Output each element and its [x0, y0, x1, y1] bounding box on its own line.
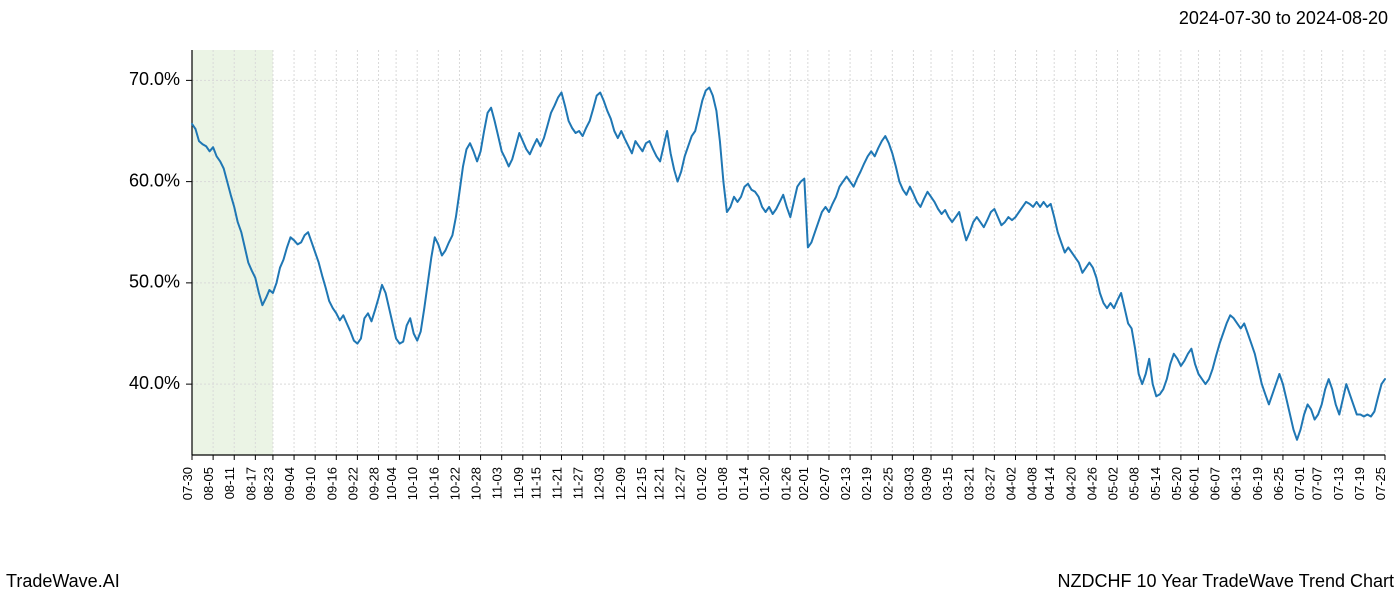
svg-text:06-13: 06-13: [1229, 467, 1244, 500]
svg-text:06-01: 06-01: [1186, 467, 1201, 500]
svg-text:01-14: 01-14: [736, 467, 751, 500]
svg-text:03-21: 03-21: [961, 467, 976, 500]
svg-text:02-07: 02-07: [817, 467, 832, 500]
svg-text:09-16: 09-16: [324, 467, 339, 500]
svg-text:06-25: 06-25: [1271, 467, 1286, 500]
svg-text:03-09: 03-09: [919, 467, 934, 500]
svg-text:06-07: 06-07: [1208, 467, 1223, 500]
svg-text:01-26: 01-26: [778, 467, 793, 500]
svg-text:12-27: 12-27: [673, 467, 688, 500]
footer-brand: TradeWave.AI: [6, 571, 120, 592]
svg-text:02-13: 02-13: [838, 467, 853, 500]
svg-text:08-23: 08-23: [261, 467, 276, 500]
svg-text:03-15: 03-15: [940, 467, 955, 500]
svg-text:40.0%: 40.0%: [129, 373, 180, 393]
svg-text:08-17: 08-17: [243, 467, 258, 500]
svg-text:12-03: 12-03: [592, 467, 607, 500]
svg-text:11-03: 11-03: [490, 467, 505, 499]
svg-text:11-09: 11-09: [511, 467, 526, 499]
svg-text:05-20: 05-20: [1169, 467, 1184, 500]
svg-text:60.0%: 60.0%: [129, 170, 180, 190]
svg-text:12-15: 12-15: [634, 467, 649, 500]
svg-text:10-28: 10-28: [469, 467, 484, 500]
svg-text:02-25: 02-25: [880, 467, 895, 500]
svg-text:01-20: 01-20: [757, 467, 772, 500]
svg-text:02-19: 02-19: [859, 467, 874, 500]
svg-text:07-30: 07-30: [180, 467, 195, 500]
svg-text:08-11: 08-11: [222, 467, 237, 499]
svg-text:05-02: 05-02: [1106, 467, 1121, 500]
svg-text:04-08: 04-08: [1025, 467, 1040, 500]
svg-text:12-09: 12-09: [613, 467, 628, 500]
svg-text:03-27: 03-27: [982, 467, 997, 500]
svg-text:10-04: 10-04: [384, 467, 399, 500]
svg-text:09-10: 09-10: [303, 467, 318, 500]
svg-text:07-01: 07-01: [1292, 467, 1307, 500]
svg-text:11-27: 11-27: [571, 467, 586, 499]
svg-text:01-08: 01-08: [715, 467, 730, 500]
svg-text:10-22: 10-22: [447, 467, 462, 500]
svg-text:07-19: 07-19: [1352, 467, 1367, 500]
svg-text:04-14: 04-14: [1042, 467, 1057, 500]
svg-text:07-07: 07-07: [1310, 467, 1325, 500]
svg-text:50.0%: 50.0%: [129, 272, 180, 292]
svg-text:02-01: 02-01: [796, 467, 811, 500]
svg-text:10-16: 10-16: [426, 467, 441, 500]
svg-text:05-14: 05-14: [1148, 467, 1163, 500]
svg-text:11-15: 11-15: [528, 467, 543, 499]
svg-text:09-04: 09-04: [282, 467, 297, 500]
svg-text:04-20: 04-20: [1063, 467, 1078, 500]
svg-text:06-19: 06-19: [1250, 467, 1265, 500]
svg-text:07-13: 07-13: [1331, 467, 1346, 500]
svg-text:01-02: 01-02: [694, 467, 709, 500]
svg-text:10-10: 10-10: [405, 467, 420, 500]
svg-text:03-03: 03-03: [901, 467, 916, 500]
date-range-label: 2024-07-30 to 2024-08-20: [1179, 8, 1388, 29]
footer-title: NZDCHF 10 Year TradeWave Trend Chart: [1058, 571, 1394, 592]
svg-text:05-08: 05-08: [1127, 467, 1142, 500]
svg-text:04-02: 04-02: [1003, 467, 1018, 500]
svg-text:12-21: 12-21: [652, 467, 667, 500]
svg-text:70.0%: 70.0%: [129, 69, 180, 89]
svg-text:11-21: 11-21: [550, 467, 565, 499]
chart-area: 07-30 08-05 08-11 08-1708-23 09-04 09-10 09-16…: [0, 40, 1400, 560]
svg-text:07-25: 07-25: [1373, 467, 1388, 500]
svg-text:09-22: 09-22: [345, 467, 360, 500]
svg-text:09-28: 09-28: [367, 467, 382, 500]
trend-chart-svg: 07-30 08-05 08-11 08-1708-23 09-04 09-10 09-16…: [0, 40, 1400, 560]
svg-text:08-05: 08-05: [201, 467, 216, 500]
svg-text:04-26: 04-26: [1084, 467, 1099, 500]
